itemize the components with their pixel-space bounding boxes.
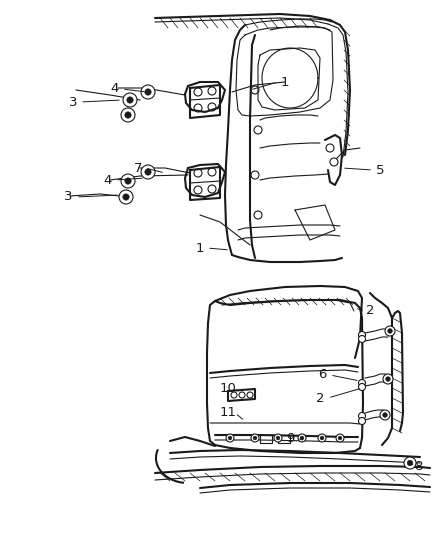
Circle shape bbox=[388, 329, 392, 333]
Circle shape bbox=[121, 174, 135, 188]
Circle shape bbox=[300, 436, 304, 440]
Circle shape bbox=[318, 434, 326, 442]
Circle shape bbox=[226, 434, 234, 442]
Text: 11: 11 bbox=[219, 407, 237, 419]
Circle shape bbox=[336, 434, 344, 442]
Circle shape bbox=[358, 332, 365, 338]
Text: 8: 8 bbox=[414, 459, 422, 472]
Circle shape bbox=[383, 374, 393, 384]
Text: 6: 6 bbox=[318, 368, 326, 382]
Circle shape bbox=[228, 436, 232, 440]
Circle shape bbox=[358, 379, 365, 386]
Circle shape bbox=[298, 434, 306, 442]
Circle shape bbox=[320, 436, 324, 440]
Circle shape bbox=[358, 335, 365, 343]
Circle shape bbox=[274, 434, 282, 442]
Circle shape bbox=[383, 413, 387, 417]
Circle shape bbox=[141, 85, 155, 99]
Circle shape bbox=[404, 457, 416, 469]
Text: 5: 5 bbox=[376, 164, 384, 176]
Circle shape bbox=[119, 190, 133, 204]
Text: 7: 7 bbox=[134, 161, 142, 174]
Text: 3: 3 bbox=[64, 190, 72, 204]
Text: 3: 3 bbox=[69, 95, 77, 109]
Circle shape bbox=[358, 384, 365, 391]
Circle shape bbox=[380, 410, 390, 420]
Circle shape bbox=[358, 417, 365, 424]
Circle shape bbox=[338, 436, 342, 440]
Text: 10: 10 bbox=[219, 382, 237, 394]
Circle shape bbox=[123, 194, 129, 200]
Text: 2: 2 bbox=[366, 304, 374, 318]
Text: 1: 1 bbox=[196, 241, 204, 254]
Circle shape bbox=[247, 392, 253, 398]
Circle shape bbox=[330, 158, 338, 166]
Circle shape bbox=[239, 392, 245, 398]
Circle shape bbox=[385, 326, 395, 336]
Circle shape bbox=[125, 112, 131, 118]
Circle shape bbox=[127, 97, 133, 103]
Circle shape bbox=[125, 178, 131, 184]
Circle shape bbox=[407, 461, 413, 466]
Circle shape bbox=[121, 108, 135, 122]
Circle shape bbox=[358, 413, 365, 419]
Circle shape bbox=[251, 434, 259, 442]
Circle shape bbox=[253, 436, 257, 440]
Circle shape bbox=[123, 93, 137, 107]
Circle shape bbox=[141, 165, 155, 179]
Circle shape bbox=[145, 169, 151, 175]
Text: 2: 2 bbox=[316, 392, 324, 405]
Text: 1: 1 bbox=[281, 76, 289, 88]
Text: 4: 4 bbox=[111, 83, 119, 95]
Circle shape bbox=[386, 377, 390, 381]
Text: 9: 9 bbox=[286, 432, 294, 445]
Circle shape bbox=[145, 89, 151, 95]
Text: 4: 4 bbox=[104, 174, 112, 187]
Circle shape bbox=[326, 144, 334, 152]
Circle shape bbox=[276, 436, 280, 440]
Circle shape bbox=[231, 392, 237, 398]
